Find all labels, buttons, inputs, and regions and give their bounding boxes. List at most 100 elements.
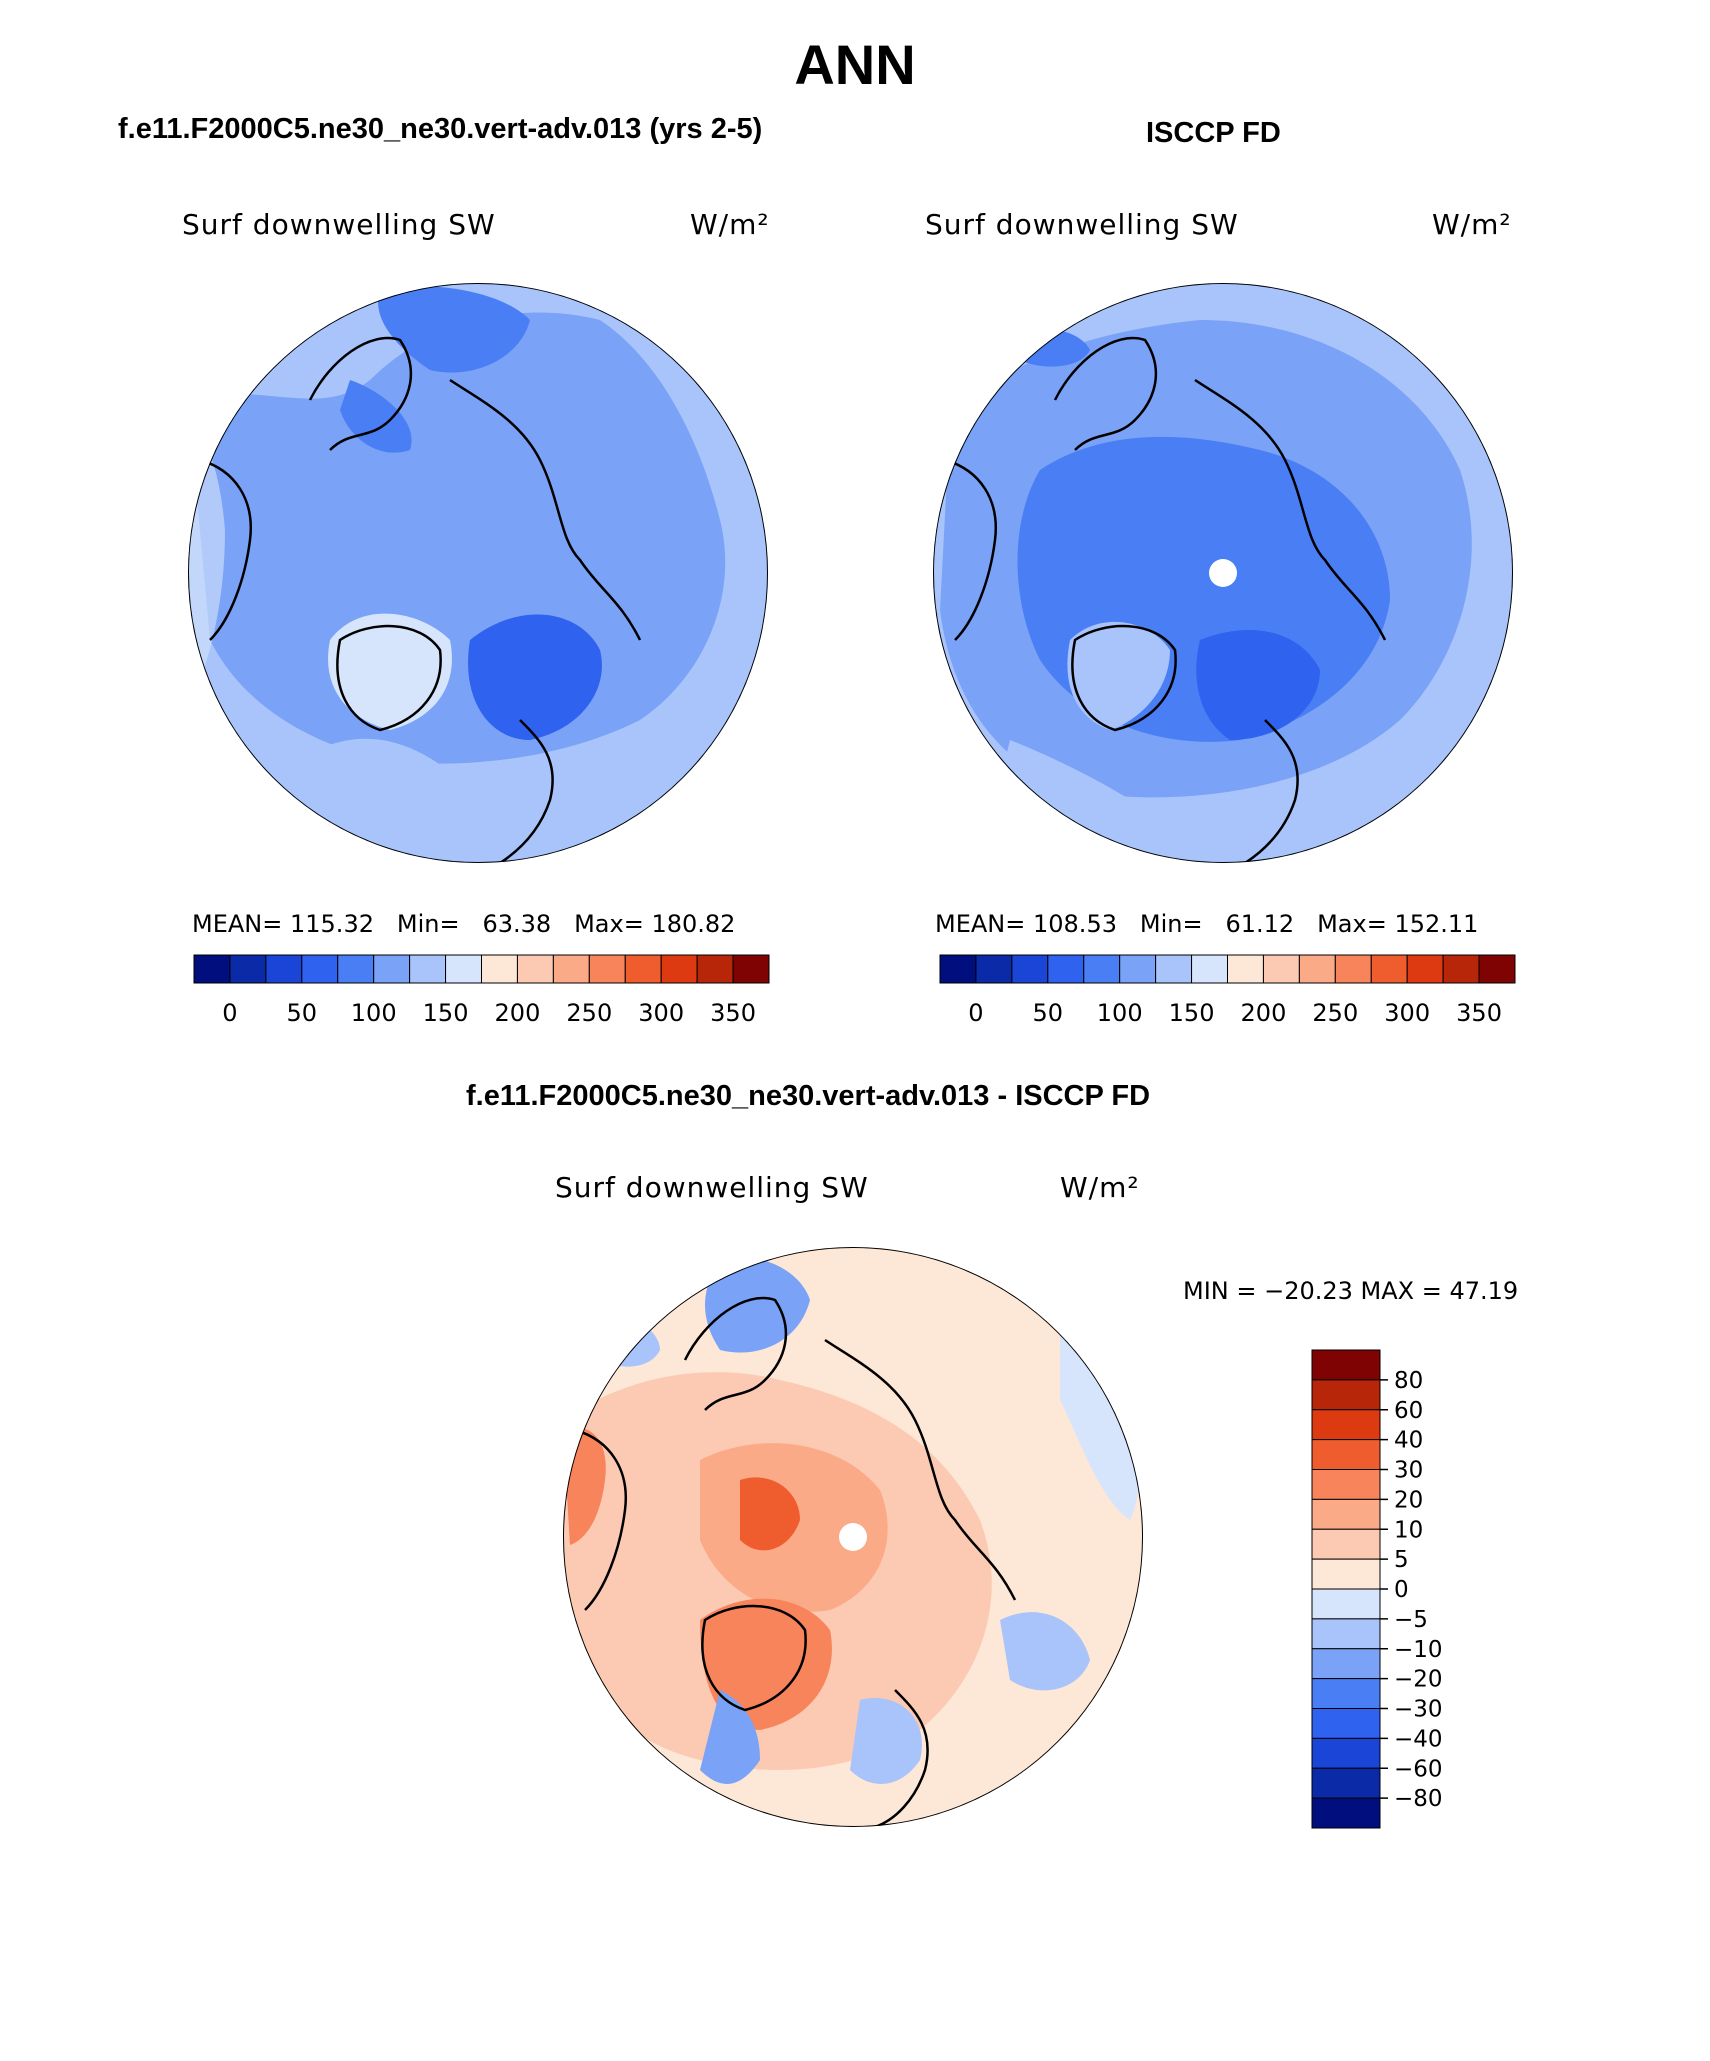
right-colorbar-tick-label: 300 [1384, 999, 1430, 1027]
right-pole-hole [1209, 559, 1237, 587]
diff-colorbar-tick-label: 5 [1394, 1547, 1409, 1573]
left-colorbar-box [193, 954, 231, 984]
diff-colorbar-tick-label: 10 [1394, 1517, 1423, 1543]
diff-variable-label: Surf downwelling SW [555, 1171, 869, 1204]
left-colorbar-box [696, 954, 734, 984]
right-coast-siberia [944, 458, 998, 641]
right-stats: MEAN= 108.53 Min= 61.12 Max= 152.11 [935, 910, 1478, 938]
left-colorbar-box [265, 954, 303, 984]
left-colorbar-box [229, 954, 267, 984]
left-stats: MEAN= 115.32 Min= 63.38 Max= 180.82 [192, 910, 735, 938]
left-field-greenland [328, 613, 452, 730]
diff-colorbar-box [1311, 1498, 1381, 1530]
diff-colorbar-tick-label: −5 [1394, 1607, 1428, 1633]
left-colorbar-box [732, 954, 770, 984]
right-colorbar-box [939, 954, 977, 984]
right-colorbar-tick-label: 250 [1312, 999, 1358, 1027]
right-colorbar-box [1191, 954, 1228, 984]
diff-coast-scandinavia [874, 1689, 929, 1827]
right-max-label: Max= [1317, 910, 1387, 938]
right-colorbar-tick-label: 0 [968, 999, 983, 1027]
diff-colorbar-box [1311, 1409, 1381, 1441]
diff-pole-hole [839, 1523, 867, 1551]
left-colorbar-box [445, 954, 482, 984]
right-max-value: 152.11 [1394, 910, 1479, 938]
right-colorbar-box [1334, 954, 1372, 984]
left-mean-value: 115.32 [290, 910, 374, 938]
left-colorbar-tick-label: 250 [566, 999, 612, 1027]
right-colorbar-box [1155, 954, 1193, 984]
diff-colorbar-box [1311, 1767, 1381, 1799]
left-colorbar-box [516, 954, 554, 984]
left-mean-label: MEAN= [192, 910, 283, 938]
right-colorbar-box [1227, 954, 1264, 984]
right-mean-value: 108.53 [1033, 910, 1117, 938]
right-field-greenland [1067, 621, 1170, 730]
left-colorbar-box [552, 954, 590, 984]
left-colorbar-tick-label: 200 [495, 999, 541, 1027]
diff-colorbar-box [1311, 1528, 1381, 1560]
left-min-label: Min= [396, 910, 460, 938]
right-coast-canada [1194, 378, 1387, 641]
right-polar-map [933, 283, 1513, 863]
right-colorbar-box [1298, 954, 1336, 984]
right-colorbar-box [1442, 954, 1480, 984]
diff-field-max [740, 1477, 800, 1551]
left-colorbar-tick-label: 100 [351, 999, 397, 1027]
left-colorbar-box [624, 954, 662, 984]
diff-colorbar-tick-label: 60 [1394, 1398, 1423, 1424]
right-field-norway-low [1196, 630, 1320, 740]
diff-colorbar-tick-label: 80 [1394, 1368, 1423, 1394]
right-colorbar-box [1478, 954, 1516, 984]
diff-colorbar-tick-label: 30 [1394, 1458, 1423, 1484]
left-colorbar-box [301, 954, 339, 984]
diff-field-norway-neg [850, 1698, 922, 1784]
left-colorbar-tick-label: 350 [710, 999, 756, 1027]
diff-coast-greenland [701, 1604, 807, 1712]
right-mean-label: MEAN= [935, 910, 1026, 938]
diff-colorbar-tick-label: 20 [1394, 1487, 1423, 1513]
left-colorbar-box [660, 954, 698, 984]
left-max-value: 180.82 [651, 910, 736, 938]
right-units-label: W/m² [1432, 208, 1512, 241]
right-colorbar-box [1119, 954, 1157, 984]
left-colorbar: 0 50 100 150 200 250 300 350 [193, 954, 770, 1027]
left-colorbar-tick-label: 300 [638, 999, 684, 1027]
diff-colorbar-box [1311, 1737, 1381, 1769]
right-colorbar-box [1011, 954, 1049, 984]
left-colorbar-tick-label: 150 [423, 999, 469, 1027]
right-colorbar: 0 50 100 150 200 250 300 350 [939, 954, 1516, 1027]
right-min-label: Min= [1139, 910, 1203, 938]
right-colorbar-tick-label: 50 [1033, 999, 1064, 1027]
diff-colorbar-box [1311, 1558, 1381, 1590]
right-min-value: 61.12 [1225, 910, 1295, 938]
diff-field-iceland-neg [700, 1690, 760, 1784]
right-colorbar-box [1406, 954, 1444, 984]
left-coast-siberia [199, 458, 253, 641]
diff-field-atlantic-neg [1000, 1612, 1090, 1691]
diff-colorbar-box [1311, 1439, 1381, 1470]
right-colorbar-tick-label: 200 [1241, 999, 1287, 1027]
diff-colorbar-box [1311, 1469, 1381, 1500]
diff-coast-alaska [683, 1296, 788, 1411]
right-colorbar-box [1083, 954, 1121, 984]
left-panel-title: f.e11.F2000C5.ne30_ne30.vert-adv.013 (yr… [118, 113, 763, 145]
left-field-pacific-low [378, 286, 530, 373]
diff-coast-siberia [574, 1428, 628, 1611]
left-colorbar-box [588, 954, 626, 984]
diff-field-greenland-warm [700, 1598, 832, 1730]
left-max-label: Max= [574, 910, 644, 938]
left-colorbar-tick-label: 0 [222, 999, 237, 1027]
left-coast-canada [449, 378, 642, 641]
diff-colorbar: 80 60 40 30 20 10 5 0 −5 −10 −20 −30 −40 −60 −80 [1311, 1349, 1443, 1829]
diff-polar-map [563, 1247, 1143, 1827]
diff-panel-title: f.e11.F2000C5.ne30_ne30.vert-adv.013 - I… [466, 1080, 1151, 1112]
left-min-value: 63.38 [482, 910, 552, 938]
diff-colorbar-tick-label: −60 [1394, 1756, 1443, 1782]
right-colorbar-box [1370, 954, 1408, 984]
left-colorbar-box [409, 954, 447, 984]
diff-colorbar-tick-label: −10 [1394, 1637, 1443, 1663]
diff-colorbar-box [1311, 1379, 1381, 1411]
diff-colorbar-box [1311, 1618, 1381, 1650]
left-colorbar-tick-label: 50 [287, 999, 318, 1027]
